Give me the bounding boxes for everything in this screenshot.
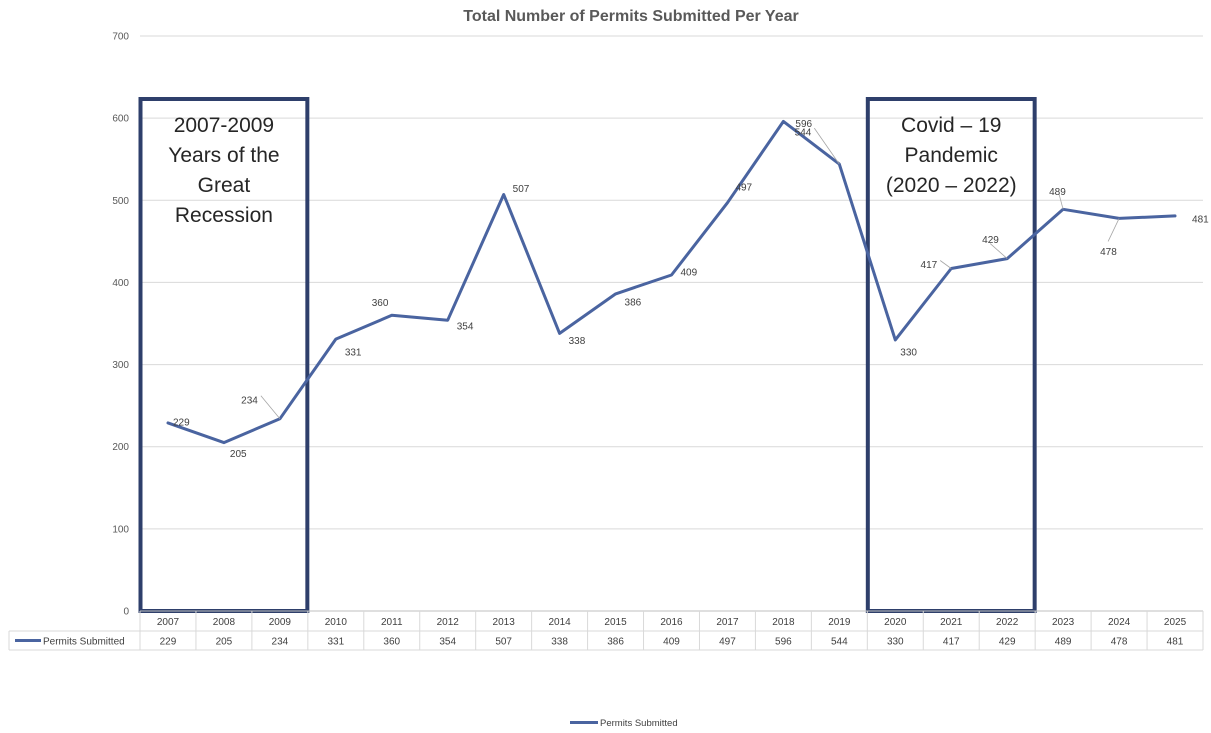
data-label-leader bbox=[813, 127, 840, 165]
chart-title: Total Number of Permits Submitted Per Ye… bbox=[463, 8, 799, 25]
x-tick-label: 2024 bbox=[1108, 617, 1131, 628]
annotation-text: (2020 – 2022) bbox=[886, 174, 1017, 197]
data-label: 596 bbox=[795, 119, 812, 130]
x-tick-label: 2014 bbox=[548, 617, 571, 628]
table-value: 507 bbox=[495, 637, 512, 648]
y-tick-label: 300 bbox=[112, 360, 129, 371]
annotation-text: 2007-2009 bbox=[174, 114, 274, 137]
x-tick-label: 2011 bbox=[381, 617, 403, 628]
table-value: 417 bbox=[943, 637, 960, 648]
data-label: 409 bbox=[681, 268, 698, 279]
x-tick-label: 2012 bbox=[437, 617, 460, 628]
data-label-leader bbox=[989, 243, 1008, 259]
x-tick-label: 2009 bbox=[269, 617, 292, 628]
table-value: 330 bbox=[887, 637, 904, 648]
x-tick-label: 2007 bbox=[157, 617, 180, 628]
x-tick-label: 2015 bbox=[604, 617, 627, 628]
data-label: 330 bbox=[900, 347, 917, 358]
table-value: 360 bbox=[383, 637, 400, 648]
data-label: 205 bbox=[230, 449, 247, 460]
data-label: 429 bbox=[982, 235, 999, 246]
data-label: 229 bbox=[173, 417, 190, 428]
table-value: 331 bbox=[327, 637, 344, 648]
x-tick-label: 2022 bbox=[996, 617, 1019, 628]
data-label: 489 bbox=[1049, 187, 1066, 198]
data-table: 2007 229 2008 205 2009 234 2010 331 2011 360 2012 3… bbox=[8, 610, 1204, 651]
table-value: 544 bbox=[831, 637, 848, 648]
x-tick-label: 2019 bbox=[828, 617, 851, 628]
table-value: 409 bbox=[663, 637, 680, 648]
data-label-leader bbox=[260, 395, 281, 420]
annotation-text: Years of the bbox=[168, 144, 279, 167]
data-label: 360 bbox=[372, 298, 389, 309]
table-series-name: Permits Submitted bbox=[43, 637, 125, 648]
annotation-text: Pandemic bbox=[905, 144, 998, 167]
x-tick-label: 2016 bbox=[660, 617, 683, 628]
x-tick-label: 2008 bbox=[213, 617, 236, 628]
y-axis: 0 100 200 300 400 500 600 700 bbox=[112, 32, 129, 618]
table-value: 478 bbox=[1111, 637, 1128, 648]
data-label: 386 bbox=[625, 297, 642, 308]
table-value: 497 bbox=[719, 637, 736, 648]
annotations: 2007-2009 Years of the Great Recession Covid… bbox=[138, 97, 1037, 613]
table-value: 481 bbox=[1167, 637, 1184, 648]
data-label-leader bbox=[1058, 194, 1064, 210]
data-label: 544 bbox=[795, 128, 812, 139]
y-tick-label: 700 bbox=[112, 32, 129, 43]
data-label: 507 bbox=[513, 184, 530, 195]
data-label: 478 bbox=[1100, 247, 1117, 258]
table-value: 205 bbox=[216, 637, 233, 648]
x-tick-label: 2010 bbox=[325, 617, 348, 628]
annotation-text: Recession bbox=[175, 204, 273, 227]
legend-label: Permits Submitted bbox=[600, 718, 678, 729]
y-tick-label: 100 bbox=[112, 524, 129, 535]
data-label: 417 bbox=[921, 260, 938, 271]
data-label: 338 bbox=[569, 336, 586, 347]
x-tick-label: 2021 bbox=[940, 617, 963, 628]
y-tick-label: 400 bbox=[112, 278, 129, 289]
data-label-leader bbox=[939, 260, 952, 269]
table-value: 234 bbox=[272, 637, 289, 648]
y-tick-label: 0 bbox=[123, 607, 129, 618]
data-label: 234 bbox=[241, 395, 258, 406]
x-tick-label: 2020 bbox=[884, 617, 907, 628]
x-tick-label: 2013 bbox=[493, 617, 516, 628]
table-value: 338 bbox=[551, 637, 568, 648]
x-tick-label: 2017 bbox=[716, 617, 739, 628]
data-label: 497 bbox=[735, 182, 752, 193]
data-label: 481 bbox=[1192, 214, 1209, 225]
data-label: 331 bbox=[345, 348, 362, 359]
table-value: 429 bbox=[999, 637, 1016, 648]
y-tick-label: 200 bbox=[112, 442, 129, 453]
table-value: 596 bbox=[775, 637, 792, 648]
legend: Permits Submitted bbox=[570, 718, 678, 729]
table-value: 489 bbox=[1055, 637, 1072, 648]
annotation-text: Covid – 19 bbox=[901, 114, 1001, 137]
y-tick-label: 500 bbox=[112, 196, 129, 207]
x-tick-label: 2023 bbox=[1052, 617, 1075, 628]
table-value: 386 bbox=[607, 637, 624, 648]
annotation-text: Great bbox=[198, 174, 251, 197]
y-tick-label: 600 bbox=[112, 114, 129, 125]
data-label-leader bbox=[1107, 218, 1120, 242]
x-tick-label: 2025 bbox=[1164, 617, 1187, 628]
table-value: 354 bbox=[439, 637, 456, 648]
table-value: 229 bbox=[160, 637, 177, 648]
x-tick-label: 2018 bbox=[772, 617, 795, 628]
data-label: 354 bbox=[457, 322, 474, 333]
gridlines bbox=[140, 35, 1203, 612]
